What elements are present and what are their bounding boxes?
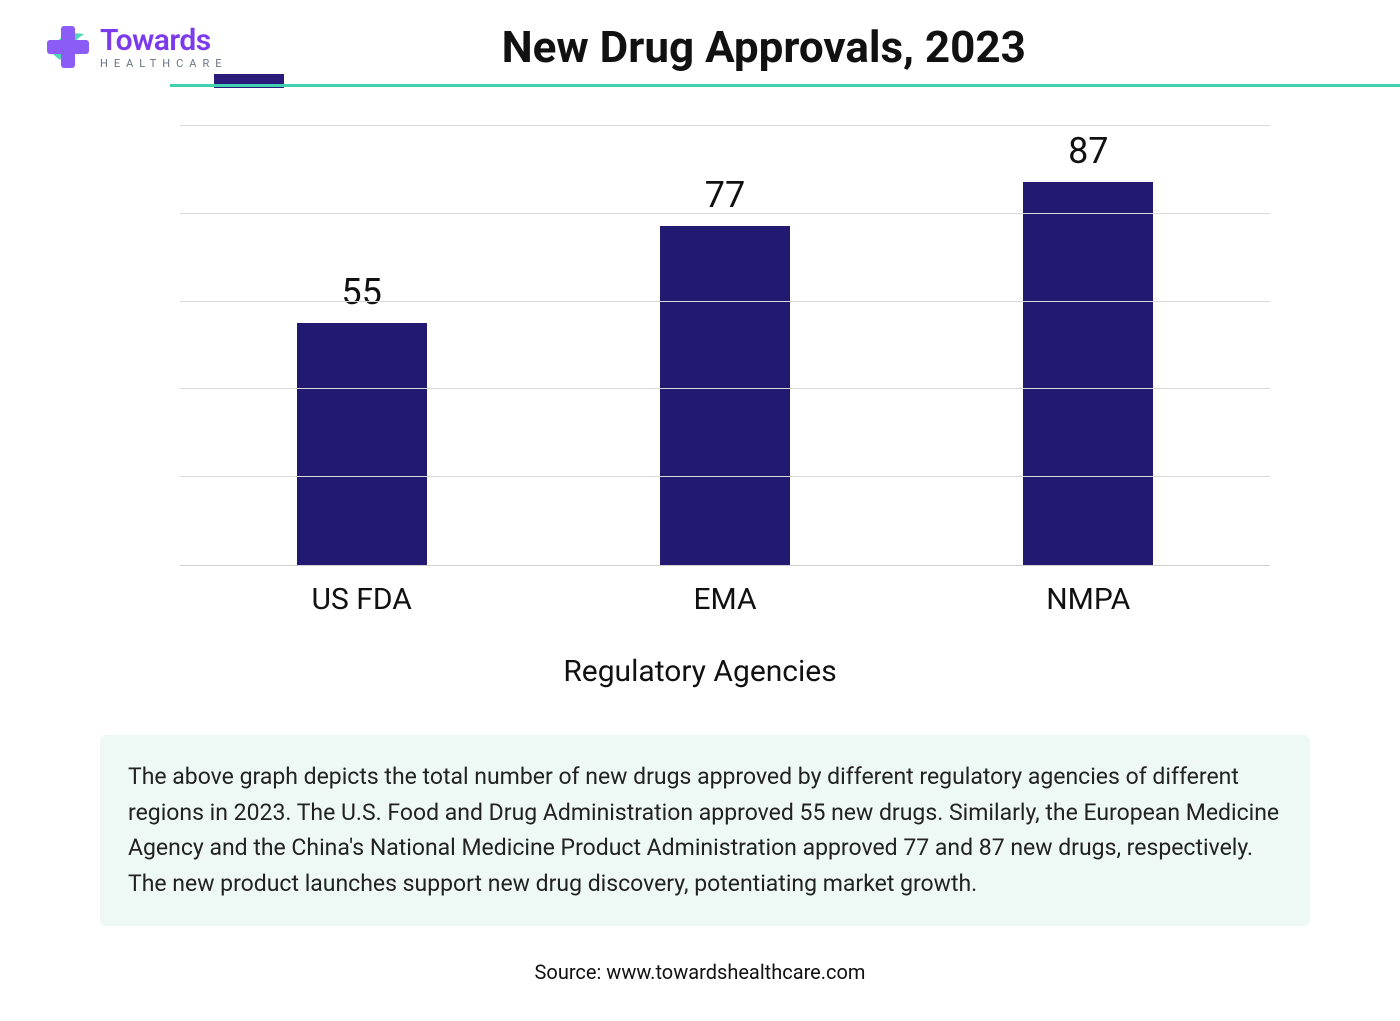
bar-chart: 55 77 87 US FDAEMANMPA — [180, 126, 1270, 626]
chart-plot: 55 77 87 — [180, 126, 1270, 566]
header: Towards HEALTHCARE New Drug Approvals, 2… — [40, 20, 1360, 74]
chart-gridline — [180, 125, 1270, 126]
page-title: New Drug Approvals, 2023 — [168, 21, 1361, 73]
bar — [660, 226, 790, 565]
bar-value-label: 87 — [1068, 130, 1108, 172]
header-rule — [170, 82, 1360, 96]
chart-gridline — [180, 301, 1270, 302]
x-axis-label: NMPA — [907, 582, 1270, 617]
x-axis-label: US FDA — [180, 582, 543, 617]
chart-gridline — [180, 388, 1270, 389]
bar-group: 55 — [180, 271, 543, 565]
chart-axis-title: Regulatory Agencies — [40, 654, 1360, 689]
logo-mark-icon — [40, 20, 94, 74]
source-text: Source: www.towardshealthcare.com — [40, 960, 1360, 984]
chart-x-labels: US FDAEMANMPA — [180, 582, 1270, 617]
chart-gridline — [180, 476, 1270, 477]
chart-bars: 55 77 87 — [180, 126, 1270, 565]
x-axis-label: EMA — [543, 582, 906, 617]
bar-group: 77 — [543, 174, 906, 565]
chart-gridline — [180, 213, 1270, 214]
bar-group: 87 — [907, 130, 1270, 565]
bar — [1023, 182, 1153, 565]
bar-value-label: 55 — [341, 271, 381, 313]
bar — [297, 323, 427, 565]
description-box: The above graph depicts the total number… — [100, 735, 1310, 926]
rule-line — [170, 84, 1400, 87]
bar-value-label: 77 — [705, 174, 745, 216]
